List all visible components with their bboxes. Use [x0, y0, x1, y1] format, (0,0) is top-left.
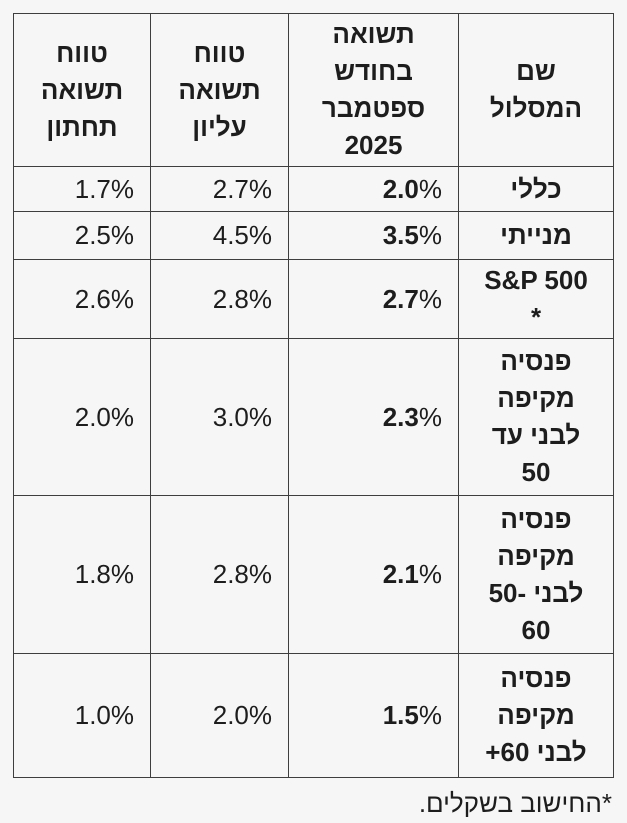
track-name-cell: פנסיה מקיפה לבני עד 50 [458, 338, 614, 496]
september-return-cell: 1.5% [288, 653, 459, 778]
percent-sign: % [418, 173, 442, 204]
upper-range-cell: 2.8% [150, 495, 289, 654]
table-row: פנסיה מקיפה לבני 50-60 2.1% 2.8% 1.8% [13, 495, 614, 654]
september-return-cell: 2.3% [288, 338, 459, 496]
lower-range-cell: 2.6% [13, 259, 151, 339]
header-track-name: שם המסלול [458, 13, 614, 167]
lower-range-cell: 1.8% [13, 495, 151, 654]
lower-range-cell: 2.5% [13, 211, 151, 260]
september-value: 1.5 [382, 700, 419, 730]
table-row: פנסיה מקיפה לבני עד 50 2.3% 3.0% 2.0% [13, 338, 614, 496]
upper-range-cell: 2.7% [150, 166, 289, 212]
upper-range-cell: 4.5% [150, 211, 289, 260]
september-value: 3.5 [382, 220, 419, 250]
header-row: שם המסלול תשואה בחודש ספטמבר 2025 טווח ת… [13, 13, 614, 167]
september-value: 2.0 [382, 173, 419, 204]
track-name-cell: מנייתי [458, 211, 614, 260]
upper-range-cell: 2.8% [150, 259, 289, 339]
lower-range-cell: 1.7% [13, 166, 151, 212]
track-name-cell: כללי [458, 166, 614, 212]
upper-range-cell: 2.0% [150, 653, 289, 778]
lower-range-cell: 1.0% [13, 653, 151, 778]
table-row: פנסיה מקיפה לבני 60+ 1.5% 2.0% 1.0% [13, 653, 614, 778]
september-return-cell: 2.1% [288, 495, 459, 654]
percent-sign: % [418, 559, 442, 589]
track-name-cell: פנסיה מקיפה לבני 50-60 [458, 495, 614, 654]
percent-sign: % [418, 283, 442, 314]
table-row: כללי 2.0% 2.7% 1.7% [13, 166, 614, 212]
header-september-return: תשואה בחודש ספטמבר 2025 [288, 13, 459, 167]
returns-table: שם המסלול תשואה בחודש ספטמבר 2025 טווח ת… [13, 13, 614, 778]
header-upper-range: טווח תשואה עליון [150, 13, 289, 167]
september-return-cell: 3.5% [288, 211, 459, 260]
table-row: מנייתי 3.5% 4.5% 2.5% [13, 211, 614, 260]
lower-range-cell: 2.0% [13, 338, 151, 496]
footnote: *החישוב בשקלים. [418, 788, 612, 818]
upper-range-cell: 3.0% [150, 338, 289, 496]
september-value: 2.3 [382, 401, 419, 432]
september-value: 2.1 [382, 559, 419, 589]
percent-sign: % [418, 401, 442, 432]
header-lower-range: טווח תשואה תחתון [13, 13, 151, 167]
table-row: S&P 500 * 2.7% 2.8% 2.6% [13, 259, 614, 339]
september-return-cell: 2.7% [288, 259, 459, 339]
percent-sign: % [418, 700, 442, 730]
track-name-cell: פנסיה מקיפה לבני 60+ [458, 653, 614, 778]
september-return-cell: 2.0% [288, 166, 459, 212]
september-value: 2.7 [382, 283, 419, 314]
percent-sign: % [418, 220, 442, 250]
track-name-cell: S&P 500 * [458, 259, 614, 339]
